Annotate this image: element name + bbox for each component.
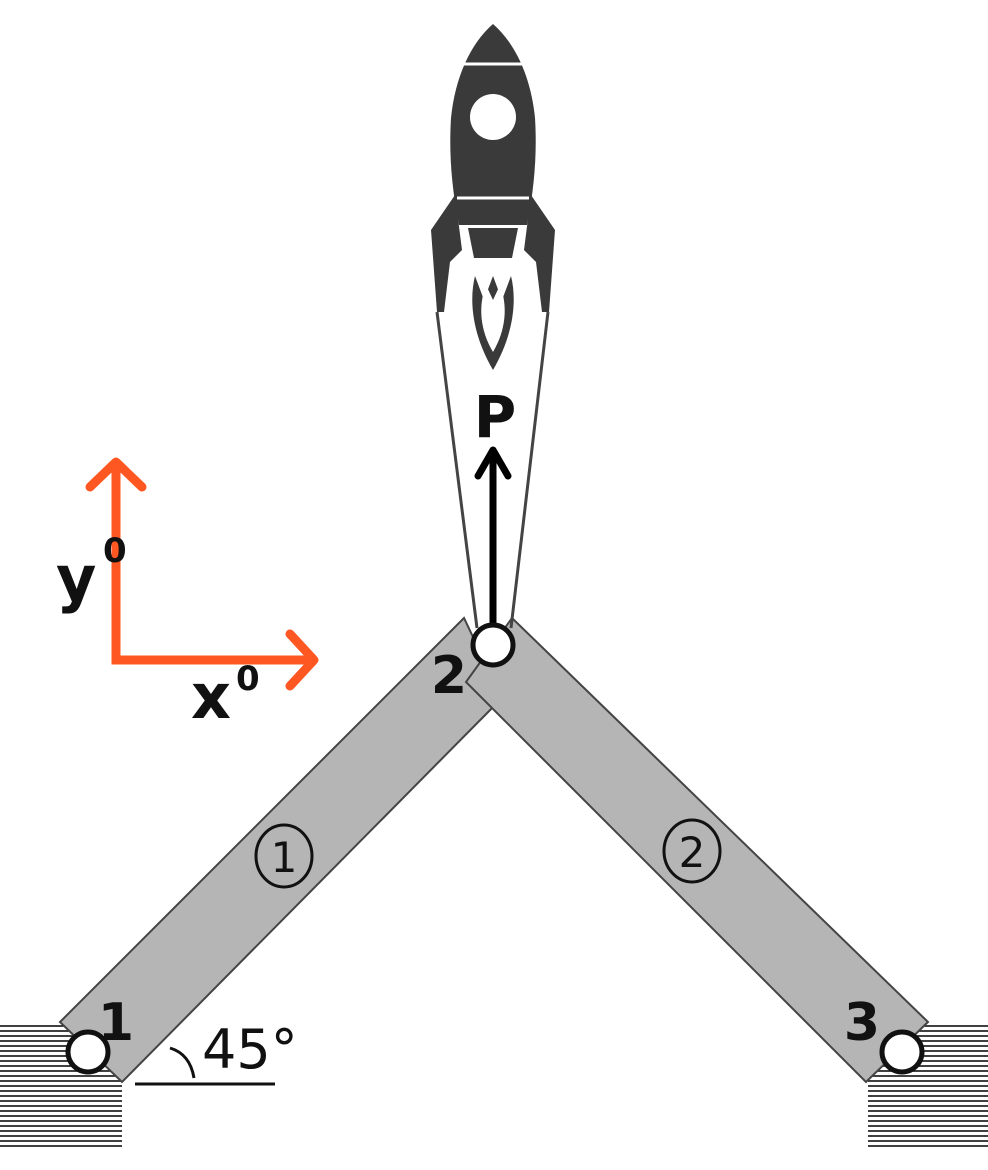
load-arrowhead	[474, 446, 512, 480]
exhaust-line-left	[435, 311, 479, 629]
rocket-window-icon	[470, 94, 516, 140]
x-axis-superscript: 0	[236, 659, 260, 699]
angle-arc	[169, 1046, 196, 1079]
node-1-label: 1	[98, 993, 134, 1053]
node-3-label: 3	[844, 993, 880, 1053]
x-axis-arrowhead	[285, 629, 319, 691]
element-1-label: 1	[254, 823, 314, 889]
svg-text:2: 2	[679, 828, 706, 877]
y-axis-arrowhead	[85, 457, 147, 492]
exhaust-line-right	[509, 311, 550, 629]
x-axis-label: x	[191, 660, 231, 733]
load-label: P	[474, 383, 517, 451]
y-axis-superscript: 0	[103, 531, 127, 571]
flame-icon	[481, 285, 505, 352]
element-2-label: 2	[662, 818, 722, 884]
svg-text:1: 1	[271, 833, 298, 882]
axes-lines	[111, 468, 310, 665]
node-2-label: 2	[431, 646, 467, 706]
angle-label: 45°	[202, 1018, 298, 1081]
y-axis-label: y	[56, 542, 96, 615]
node-2	[470, 622, 516, 668]
node-1	[65, 1029, 111, 1075]
node-3	[879, 1029, 925, 1075]
